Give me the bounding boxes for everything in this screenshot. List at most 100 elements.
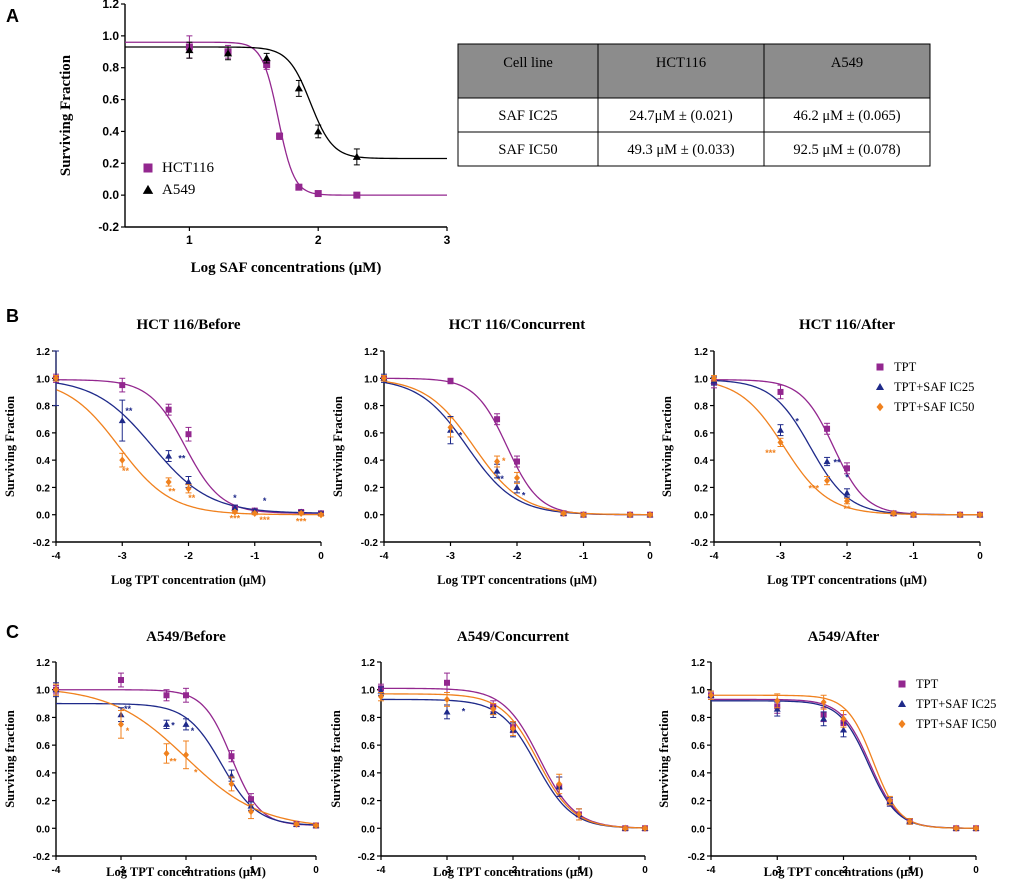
x-tick-label: -2 bbox=[184, 551, 193, 562]
data-point bbox=[494, 416, 501, 423]
legend: HCT116 A549 bbox=[142, 160, 214, 198]
x-tick-label: -4 bbox=[707, 865, 716, 876]
data-point bbox=[493, 467, 501, 474]
data-point bbox=[185, 478, 192, 485]
legend-label: HCT116 bbox=[162, 160, 214, 176]
data-point bbox=[183, 751, 189, 759]
x-tick-label: 0 bbox=[318, 551, 324, 562]
data-point bbox=[711, 374, 717, 382]
panel-label-a: A bbox=[6, 6, 19, 26]
data-point bbox=[513, 484, 521, 490]
x-tick-label: 0 bbox=[313, 865, 319, 876]
significance-mark: * bbox=[795, 417, 799, 427]
significance-mark: ** bbox=[834, 458, 842, 468]
panel-label-c: C bbox=[6, 622, 19, 642]
x-tick-label: -3 bbox=[773, 865, 782, 876]
panel-label-b: B bbox=[6, 306, 19, 326]
chart-title: HCT 116/After bbox=[799, 317, 895, 333]
y-tick-label: 0.8 bbox=[691, 713, 705, 724]
y-tick-label: 0.0 bbox=[36, 511, 50, 522]
x-tick-label: -4 bbox=[710, 551, 719, 562]
legend-label: TPT bbox=[894, 360, 917, 374]
data-point bbox=[556, 780, 563, 788]
data-point bbox=[165, 478, 172, 486]
y-tick-label: 0.0 bbox=[691, 824, 705, 835]
chart-A: -0.2 0.0 0.2 0.4 0.6 0.8 1.0 1.2 1 2 3 Log SAF conc… bbox=[58, 0, 451, 276]
data-point bbox=[378, 693, 384, 701]
x-tick-label: 1 bbox=[186, 233, 193, 247]
data-point bbox=[276, 132, 284, 140]
fit-curve-a549 bbox=[125, 46, 447, 160]
x-tick-label: 3 bbox=[444, 233, 451, 247]
data-point bbox=[185, 485, 192, 493]
data-point bbox=[443, 708, 451, 715]
y-tick-label: 0.4 bbox=[694, 456, 708, 467]
significance-mark: * bbox=[522, 490, 526, 500]
x-axis-label: Log TPT concentrations (μM) bbox=[767, 573, 927, 587]
x-tick-label: 0 bbox=[647, 551, 653, 562]
x-tick-label: 0 bbox=[973, 865, 979, 876]
significance-mark: *** bbox=[765, 448, 776, 458]
significance-mark: *** bbox=[808, 484, 819, 494]
significance-mark: ** bbox=[122, 466, 130, 476]
y-axis-label: Surviving Fraction bbox=[331, 396, 345, 497]
significance-mark: ** bbox=[178, 454, 186, 464]
data-point bbox=[163, 749, 170, 758]
legend-marker bbox=[897, 700, 907, 707]
data-point bbox=[53, 686, 59, 694]
y-axis-label: Surviving Fraction bbox=[3, 396, 17, 497]
y-axis-label: Surviving fraction bbox=[3, 710, 17, 808]
legend-marker bbox=[898, 719, 906, 729]
x-tick-label: -1 bbox=[579, 551, 588, 562]
data-point bbox=[228, 780, 235, 788]
data-point bbox=[973, 824, 979, 832]
significance-mark: * bbox=[502, 456, 506, 466]
data-point bbox=[295, 183, 303, 191]
significance-mark: * bbox=[194, 768, 198, 778]
y-tick-label: 0.8 bbox=[361, 713, 375, 724]
data-point bbox=[298, 509, 305, 517]
legend-label: TPT bbox=[916, 677, 939, 691]
y-tick-label: 0.6 bbox=[36, 741, 50, 752]
data-point bbox=[642, 824, 648, 832]
x-tick-label: -3 bbox=[443, 865, 452, 876]
data-point bbox=[119, 456, 126, 464]
fit-curve-tpt-saf-ic50 bbox=[383, 380, 650, 516]
data-point bbox=[886, 796, 893, 805]
data-point bbox=[580, 511, 587, 519]
y-tick-label: 1.2 bbox=[691, 658, 705, 669]
data-point bbox=[118, 417, 126, 424]
significance-mark: * bbox=[191, 726, 195, 736]
fit-curve-tpt-saf-ic25 bbox=[381, 698, 646, 829]
data-point bbox=[119, 382, 126, 389]
legend-marker bbox=[875, 383, 885, 390]
y-tick-label: 0.4 bbox=[691, 769, 705, 780]
data-point bbox=[824, 477, 831, 485]
x-tick-label: -3 bbox=[446, 551, 455, 562]
data-point bbox=[353, 191, 361, 199]
y-tick-label: 0.2 bbox=[694, 483, 708, 494]
significance-mark: *** bbox=[296, 516, 307, 526]
y-tick-label: -0.2 bbox=[688, 852, 706, 863]
data-point bbox=[777, 426, 784, 433]
legend-marker bbox=[898, 680, 906, 688]
x-tick-label: -3 bbox=[117, 865, 126, 876]
y-tick-label: 0.8 bbox=[36, 402, 50, 413]
legend: TPT TPT+SAF IC25 TPT+SAF IC50 bbox=[875, 360, 974, 414]
x-axis-label: Log SAF concentrations (μM) bbox=[191, 260, 382, 276]
y-tick-label: 0.6 bbox=[691, 741, 705, 752]
x-tick-label: -2 bbox=[509, 865, 518, 876]
x-tick-label: -2 bbox=[839, 865, 848, 876]
data-point bbox=[182, 720, 190, 727]
data-point bbox=[228, 753, 235, 760]
fit-curve-tpt bbox=[55, 379, 322, 514]
significance-mark: *** bbox=[230, 514, 241, 524]
y-tick-label: 0.8 bbox=[36, 713, 50, 724]
x-tick-label: -1 bbox=[247, 865, 256, 876]
fit-curve-tpt-saf-ic50 bbox=[713, 383, 980, 516]
data-point bbox=[352, 152, 361, 160]
y-tick-label: 1.2 bbox=[361, 658, 375, 669]
y-tick-label: 1.0 bbox=[36, 686, 50, 697]
data-point bbox=[627, 511, 634, 519]
data-point bbox=[820, 715, 828, 722]
